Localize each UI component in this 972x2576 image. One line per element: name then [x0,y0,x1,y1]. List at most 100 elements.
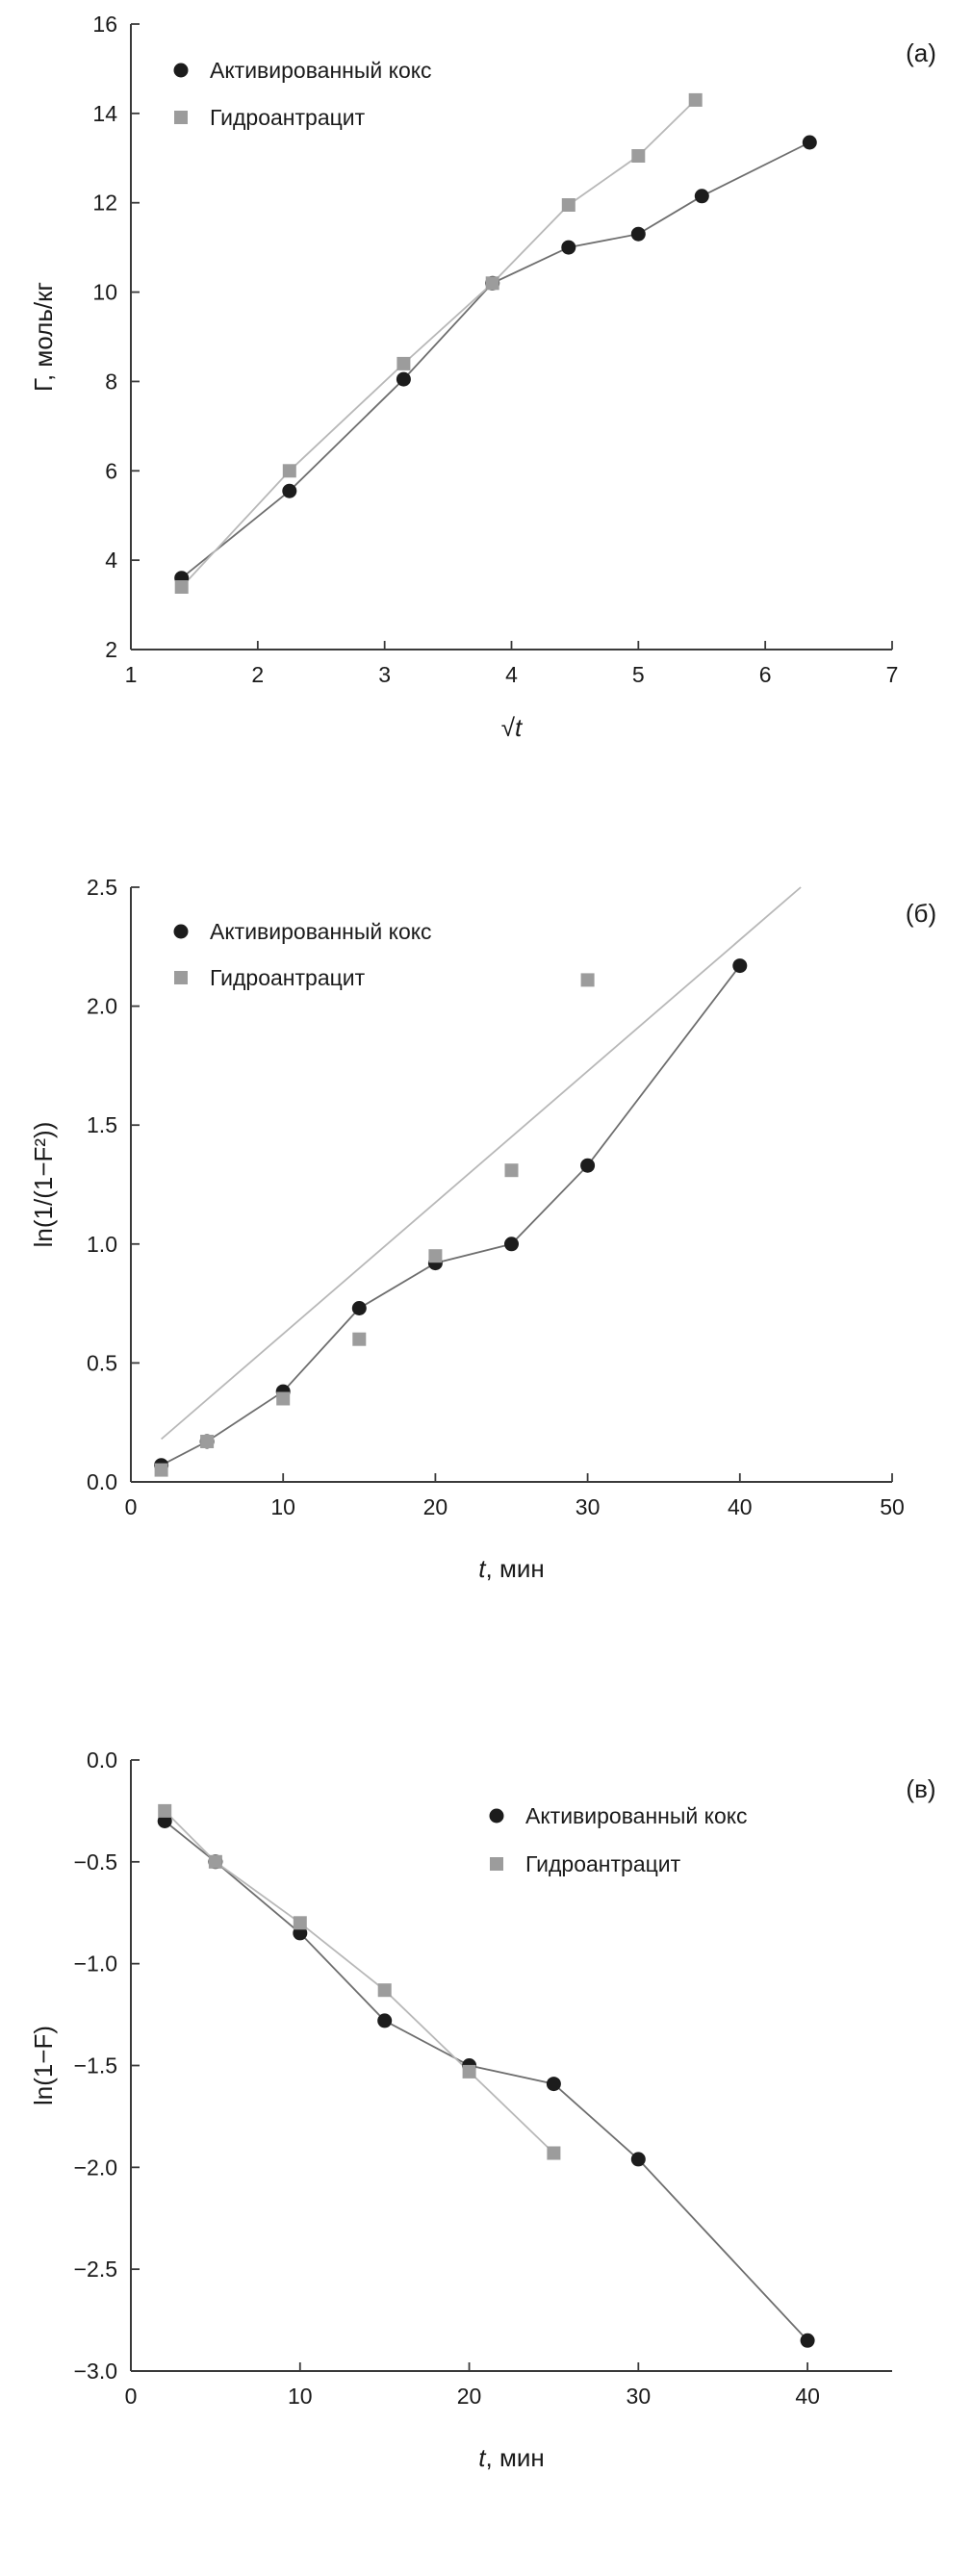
chart-panel-v: 0 10 20 30 40 −3.0 −2.5 −2.0 −1.5 −1.0 −0.5 0.0 Акти… [0,1722,972,2576]
y-tick-label: −3.0 [74,2359,117,2384]
x-tick-label: 20 [423,1494,448,1519]
y-axis-label: Г, моль/кг [29,282,58,392]
chart-panel-a: 1 2 3 4 5 6 7 2 4 6 8 10 12 14 16 Активированный кокс Ги… [0,0,972,770]
legend-marker-circle [173,63,189,78]
series-line [181,99,697,588]
data-point-square [485,276,499,291]
data-point-square [504,1163,519,1178]
data-point-circle [732,958,748,974]
data-point-square [154,1463,168,1477]
y-tick-label: −1.0 [74,1951,117,1977]
data-point-square [688,92,703,107]
y-tick-label: −2.5 [74,2257,117,2282]
data-point-square [282,464,296,478]
x-tick-label: 30 [576,1494,601,1519]
data-point-circle [546,2077,561,2092]
data-point-square [200,1435,215,1448]
series-line [181,141,810,579]
data-point-square [208,1854,222,1869]
data-point-square [580,973,595,987]
series-line [161,886,802,1441]
panel-corner-label: (в) [906,1774,935,1803]
x-tick-label: 40 [728,1494,753,1519]
y-tick-label: 1.5 [87,1112,117,1137]
data-point-square [396,356,411,370]
x-tick-label: 20 [457,2384,482,2409]
x-tick-label: 10 [288,2384,313,2409]
legend-label: Гидроантрацит [525,1851,681,1876]
data-point-circle [630,2152,646,2167]
x-axis-label: √t [501,713,524,742]
x-tick-label: 40 [795,2384,820,2409]
data-point-circle [561,240,576,255]
legend-marker-square [174,111,188,124]
legend-marker-circle [489,1808,504,1824]
data-point-square [561,198,576,212]
x-tick-label: 6 [759,662,772,687]
x-tick-label: 3 [378,662,391,687]
x-tick-label: 30 [627,2384,652,2409]
data-point-square [174,580,189,594]
data-point-circle [580,1158,596,1173]
data-point-square [352,1332,367,1346]
x-axis-label: t, мин [478,2443,544,2472]
data-point-square [276,1391,291,1406]
legend-marker-square [174,971,188,984]
y-tick-label: 6 [105,458,117,483]
x-tick-label: 4 [505,662,518,687]
legend-label: Активированный кокс [525,1803,748,1828]
legend-label: Активированный кокс [210,58,432,83]
y-tick-label: −2.0 [74,2155,117,2180]
y-tick-label: 16 [92,12,117,37]
y-tick-label: 2 [105,637,117,662]
data-point-square [631,149,646,163]
chart-b-svg: 0 10 20 30 40 50 0.0 0.5 1.0 1.5 2.0 2.5 Активирован… [29,875,936,1583]
y-tick-label: 8 [105,369,117,394]
y-axis-label: ln(1/(1−F²)) [29,1122,58,1248]
chart-panel-b: 0 10 20 30 40 50 0.0 0.5 1.0 1.5 2.0 2.5 Активирован… [0,866,972,1626]
x-tick-label: 5 [632,662,645,687]
data-point-circle [802,135,817,150]
data-point-square [547,2146,561,2160]
y-tick-label: 0.0 [87,1747,117,1773]
x-tick-label: 0 [125,2384,138,2409]
y-tick-label: 0.0 [87,1469,117,1494]
x-tick-label: 1 [125,662,138,687]
series-line [164,1820,808,2341]
data-point-circle [694,189,709,204]
chart-v-svg: 0 10 20 30 40 −3.0 −2.5 −2.0 −1.5 −1.0 −0.5 0.0 Акти… [29,1747,936,2472]
y-tick-label: 10 [92,280,117,305]
data-point-square [428,1249,443,1263]
legend-marker-square [490,1857,503,1871]
y-tick-label: 1.0 [87,1232,117,1257]
data-point-square [158,1803,172,1818]
series-line [161,965,741,1467]
y-tick-label: 14 [92,101,117,126]
series-line [164,1810,555,2155]
data-point-circle [282,483,297,498]
y-tick-label: 4 [105,548,117,573]
data-point-circle [504,1237,519,1252]
legend-marker-circle [173,924,189,939]
x-tick-label: 10 [270,1494,295,1519]
x-axis-label: t, мин [478,1554,544,1583]
x-tick-label: 2 [251,662,264,687]
data-point-square [377,1983,392,1998]
x-tick-label: 0 [125,1494,138,1519]
panel-corner-label: (б) [906,899,936,928]
legend-label: Гидроантрацит [210,105,366,130]
x-tick-label: 50 [880,1494,905,1519]
y-tick-label: 2.0 [87,994,117,1019]
legend-label: Гидроантрацит [210,965,366,990]
x-tick-label: 7 [886,662,899,687]
y-tick-label: 12 [92,191,117,216]
data-point-square [293,1916,307,1930]
legend-label: Активированный кокс [210,919,432,944]
data-point-circle [396,371,411,387]
y-tick-label: 2.5 [87,875,117,900]
data-point-circle [377,2013,393,2028]
panel-corner-label: (а) [906,38,936,67]
data-point-circle [351,1301,367,1315]
